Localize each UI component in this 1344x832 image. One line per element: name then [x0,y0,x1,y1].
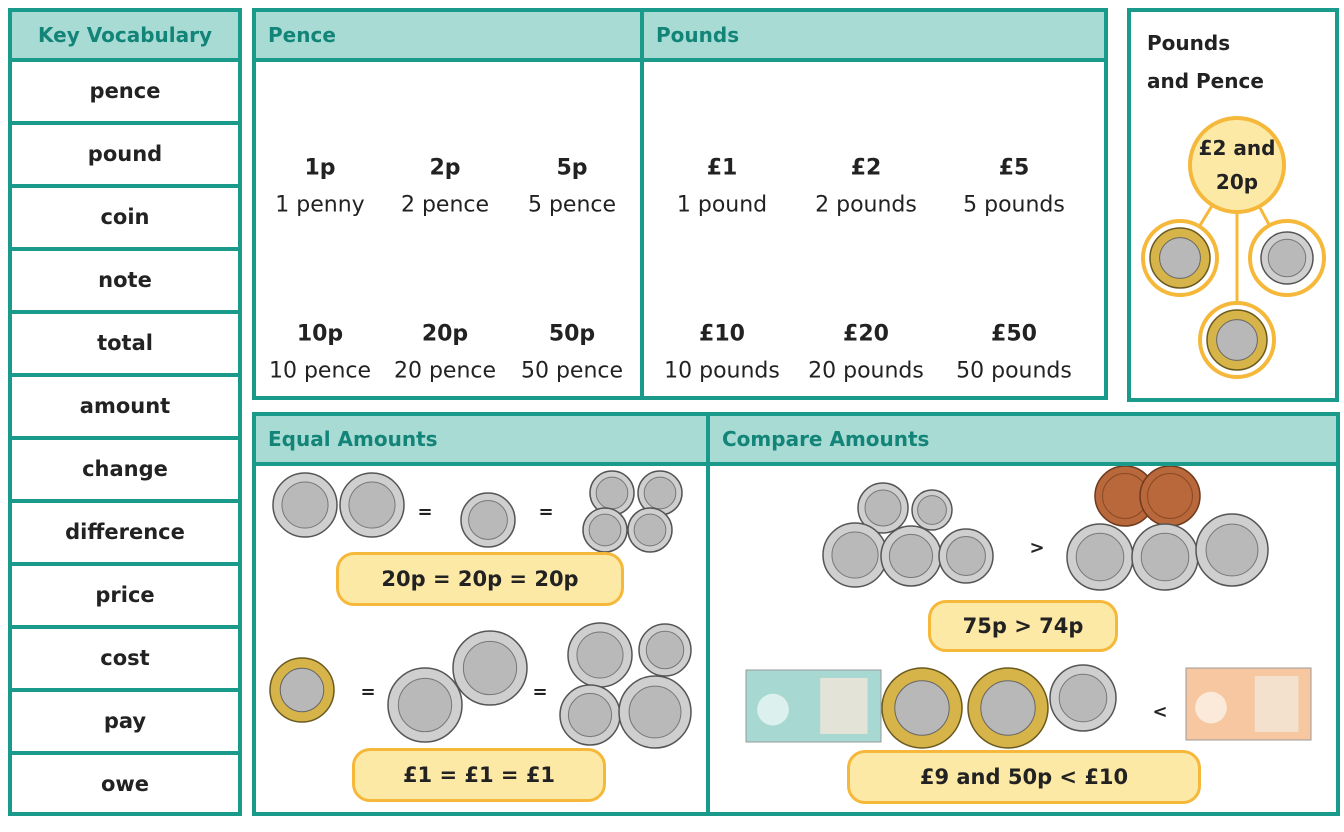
money-label: 10 pounds [664,359,780,384]
vocabulary-title: Key Vocabulary [12,12,238,62]
vocabulary-word: difference [12,503,238,566]
money-label: 2 pounds [815,193,917,218]
money-value: 2p [429,156,460,181]
money-value: 20p [422,322,468,347]
vocabulary-word: note [12,251,238,314]
pounds-and-pence-panel: Pounds and Pence [1127,8,1339,402]
money-value: £50 [991,322,1037,347]
amount-statement: 20p = 20p = 20p [336,552,624,606]
vocabulary-word: cost [12,629,238,692]
vocabulary-word: pence [12,62,238,125]
amount-statement: £9 and 50p < £10 [847,750,1201,804]
money-value: £5 [999,156,1030,181]
compare-sign: > [1029,538,1044,559]
page: Key Vocabulary pencepoundcoinnotetotalam… [0,0,1344,832]
money-label: 20 pence [394,359,496,384]
money-label: 5 pence [528,193,616,218]
vocabulary-word: price [12,566,238,629]
vocabulary-word: coin [12,188,238,251]
equal-title: Equal Amounts [256,416,706,466]
money-label: 1 penny [275,193,364,218]
money-value: £1 [707,156,738,181]
compare-title: Compare Amounts [710,416,1336,466]
equals-sign: = [417,502,432,523]
money-label: 5 pounds [963,193,1065,218]
vocabulary-word: amount [12,377,238,440]
money-label: 20 pounds [808,359,924,384]
equals-sign: = [360,682,375,703]
equals-sign: = [532,682,547,703]
money-label: 2 pence [401,193,489,218]
money-value: £20 [843,322,889,347]
money-value: £2 [851,156,882,181]
money-value: £10 [699,322,745,347]
vocabulary-word: pay [12,692,238,755]
money-value: 1p [304,156,335,181]
vocabulary-word: change [12,440,238,503]
money-label: 1 pound [677,193,767,218]
equals-sign: = [538,502,553,523]
vocabulary-word: total [12,314,238,377]
pounds-and-pence-title: Pounds and Pence [1147,24,1267,100]
vocabulary-word: pound [12,125,238,188]
money-label: 10 pence [269,359,371,384]
vocabulary-word: owe [12,755,238,818]
pence-title: Pence [256,12,640,62]
diagram-total: £2 and 20p [1197,131,1277,199]
money-label: 50 pounds [956,359,1072,384]
amount-statement: £1 = £1 = £1 [352,748,606,802]
money-value: 50p [549,322,595,347]
money-label: 50 pence [521,359,623,384]
compare-sign: < [1152,702,1167,723]
amount-statement: 75p > 74p [928,600,1118,652]
money-value: 10p [297,322,343,347]
pounds-title: Pounds [644,12,1104,62]
money-value: 5p [556,156,587,181]
